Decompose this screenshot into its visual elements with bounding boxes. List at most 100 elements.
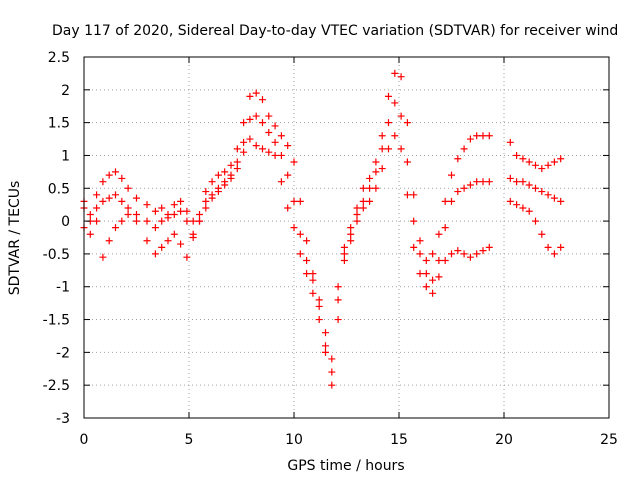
data-point	[485, 132, 493, 140]
data-point	[441, 224, 449, 232]
data-point	[177, 240, 185, 248]
data-point	[322, 329, 329, 337]
data-point	[183, 253, 191, 261]
data-point	[252, 112, 260, 120]
data-point	[479, 178, 487, 186]
data-point	[422, 256, 430, 264]
data-point	[460, 184, 468, 192]
plot-frame	[83, 56, 610, 419]
data-point	[429, 289, 437, 297]
data-point	[422, 270, 430, 278]
data-point	[196, 211, 203, 219]
data-point	[353, 217, 361, 225]
data-point	[347, 224, 355, 232]
data-point	[372, 158, 380, 166]
data-point	[118, 174, 126, 182]
data-point	[513, 201, 521, 209]
data-point	[410, 243, 418, 251]
data-point	[309, 276, 317, 284]
data-point	[385, 119, 392, 127]
y-tick-label: -2	[56, 345, 70, 361]
data-point	[466, 135, 474, 143]
data-point	[416, 270, 424, 278]
data-point	[479, 247, 487, 255]
data-point	[506, 197, 514, 205]
data-point	[397, 73, 405, 81]
data-point	[252, 89, 260, 97]
data-point	[538, 188, 546, 196]
data-point	[334, 296, 342, 304]
data-point	[485, 178, 493, 186]
data-point	[544, 161, 552, 169]
data-point	[86, 211, 94, 219]
data-point	[397, 145, 405, 153]
data-point	[112, 191, 119, 199]
data-point	[170, 211, 178, 219]
data-point	[93, 217, 101, 225]
data-point	[271, 138, 279, 146]
data-point	[416, 250, 424, 258]
data-point	[189, 234, 197, 241]
data-point	[550, 250, 558, 258]
data-point	[105, 194, 113, 202]
data-point	[265, 112, 273, 120]
data-point	[385, 92, 392, 100]
data-point	[506, 138, 514, 146]
data-point	[429, 250, 437, 258]
y-tick-label: -0.5	[43, 247, 70, 263]
x-tick-label: 15	[390, 432, 408, 448]
y-tick-label: 0.5	[48, 181, 70, 197]
data-point	[246, 92, 254, 100]
data-point	[448, 171, 455, 179]
data-point	[315, 302, 323, 310]
y-tick-label: -1	[56, 280, 70, 296]
data-point	[391, 132, 399, 140]
data-point	[473, 178, 481, 186]
x-axis-label: GPS time / hours	[287, 458, 404, 474]
data-point	[124, 211, 132, 219]
axis-ticks: 2.5 2 1.5 1 0.5 0 -0.5 -1 -1.5 -2 -2.5 -3 0 5 10 15 20 25	[43, 50, 618, 448]
x-tick-label: 0	[80, 432, 89, 448]
data-point	[378, 165, 386, 173]
data-point	[525, 207, 533, 215]
data-point	[466, 253, 474, 261]
data-point	[410, 217, 418, 225]
data-point	[296, 230, 304, 238]
data-point	[196, 217, 203, 225]
data-point	[143, 237, 151, 245]
data-point	[124, 184, 132, 192]
data-point	[385, 145, 392, 153]
data-point	[340, 250, 348, 258]
data-point	[429, 276, 437, 284]
data-point	[259, 96, 266, 104]
data-point	[189, 217, 197, 225]
y-tick-label: -1.5	[43, 313, 70, 329]
data-point	[322, 348, 329, 356]
data-point	[315, 316, 323, 324]
data-point	[448, 250, 455, 258]
x-tick-label: 20	[495, 432, 513, 448]
data-point	[403, 119, 411, 127]
data-point	[372, 184, 380, 192]
data-point	[133, 211, 140, 219]
chart-title: Day 117 of 2020, Sidereal Day-to-day VTE…	[52, 23, 618, 39]
data-point	[214, 171, 222, 179]
x-tick-label: 5	[185, 432, 194, 448]
data-point	[221, 181, 229, 189]
data-point	[93, 191, 101, 199]
data-point	[164, 237, 172, 245]
data-point	[271, 122, 279, 130]
data-point	[221, 168, 229, 176]
data-point	[233, 165, 241, 173]
data-point	[271, 151, 279, 159]
data-point	[309, 289, 317, 297]
data-point	[290, 158, 298, 166]
data-point	[240, 138, 248, 146]
data-point	[277, 178, 285, 186]
data-point	[334, 283, 342, 291]
data-point	[151, 207, 159, 215]
data-point	[124, 204, 132, 212]
data-point	[208, 178, 216, 186]
data-point	[366, 197, 374, 205]
